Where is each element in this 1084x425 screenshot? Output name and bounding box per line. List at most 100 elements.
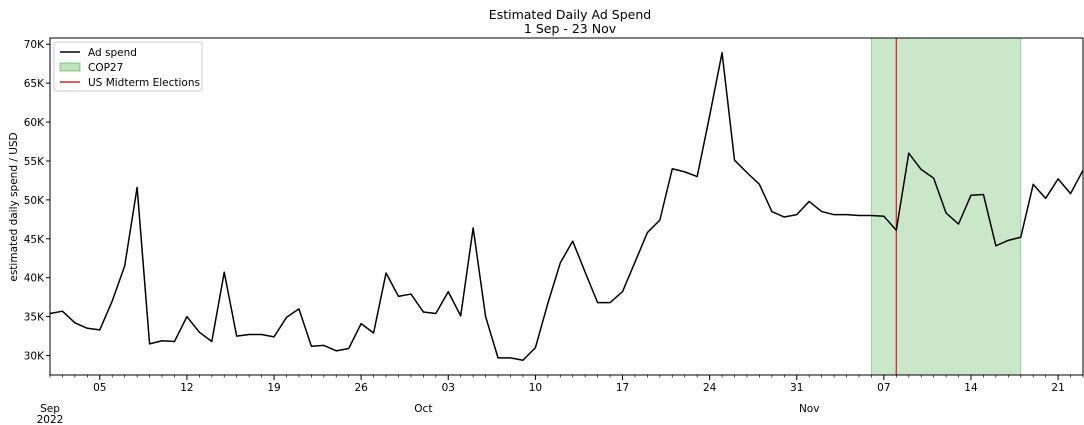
y-tick-label: 55K <box>24 156 45 168</box>
ad-spend-point <box>149 343 151 345</box>
ad-spend-point <box>62 310 64 312</box>
ad-spend-point <box>410 293 412 295</box>
x-year-label: 2022 <box>37 414 64 425</box>
ad-spend-point <box>883 215 885 217</box>
ad-spend-point <box>161 340 163 342</box>
ad-spend-point <box>995 245 997 247</box>
ad-spend-point <box>871 215 873 217</box>
ad-spend-point <box>671 168 673 170</box>
ad-spend-point <box>472 227 474 229</box>
ad-spend-point <box>485 316 487 318</box>
ad-spend-point <box>721 52 723 54</box>
ad-spend-point <box>983 194 985 196</box>
x-month-label: Nov <box>799 403 820 415</box>
x-tick-label: 07 <box>877 382 890 394</box>
x-tick-label: 14 <box>964 382 978 394</box>
ad-spend-point <box>423 311 425 313</box>
ad-spend-point <box>771 211 773 213</box>
ad-spend-series-line <box>49 52 1084 361</box>
x-tick-label: 05 <box>93 382 106 394</box>
ad-spend-point <box>958 223 960 225</box>
x-tick-label: 26 <box>354 382 368 394</box>
cop27-span <box>870 37 1022 376</box>
ad-spend-point <box>460 315 462 317</box>
plot-area: 30K 35K 40K 45K 50K 55K 60K 65K 70K 05 12 19 26 03 10 1… <box>24 37 1084 425</box>
ad-spend-point <box>298 308 300 310</box>
ad-spend-point <box>522 359 524 361</box>
ad-spend-point <box>920 169 922 171</box>
x-tick-label: 12 <box>180 382 193 394</box>
y-tick-label: 50K <box>24 195 45 207</box>
ad-spend-point <box>447 291 449 293</box>
ad-spend-point <box>896 229 898 231</box>
ad-spend-point <box>1020 236 1022 238</box>
legend-label: US Midterm Elections <box>88 77 200 89</box>
ad-spend-point <box>547 303 549 305</box>
y-tick-label: 65K <box>24 78 45 90</box>
ad-spend-point <box>273 336 275 338</box>
ad-spend-point <box>286 317 288 319</box>
axes-frame <box>49 37 1084 376</box>
x-tick-label: 31 <box>790 382 803 394</box>
x-tick-label: 24 <box>703 382 717 394</box>
ad-spend-point <box>597 302 599 304</box>
ad-spend-point <box>945 212 947 214</box>
legend-label: Ad spend <box>88 47 137 59</box>
y-tick-label: 35K <box>24 312 45 324</box>
ad-spend-point <box>833 214 835 216</box>
ad-spend-point <box>335 350 337 352</box>
ad-spend-point <box>821 211 823 213</box>
x-tick-label: 19 <box>267 382 280 394</box>
y-tick-label: 70K <box>24 39 45 51</box>
x-tick-label: 21 <box>1051 382 1064 394</box>
ad-spend-point <box>398 296 400 298</box>
ad-spend-point <box>759 184 761 186</box>
legend-label: COP27 <box>88 62 123 74</box>
ad-spend-point <box>186 316 188 318</box>
ad-spend-point <box>908 152 910 154</box>
ad-spend-point <box>572 240 574 242</box>
x-tick-label: 17 <box>616 382 629 394</box>
ad-spend-point <box>696 176 698 178</box>
ad-spend-point <box>933 177 935 179</box>
ad-spend-point <box>634 261 636 263</box>
ad-spend-point <box>808 201 810 203</box>
ad-spend-point <box>684 171 686 173</box>
ad-spend-point <box>559 262 561 264</box>
ad-spend-point <box>858 215 860 217</box>
ad-spend-point <box>211 341 213 343</box>
ad-spend-point <box>99 329 101 331</box>
ad-spend-point <box>111 300 113 302</box>
ad-spend-point <box>796 214 798 216</box>
legend-swatch-cop27 <box>59 62 81 72</box>
ad-spend-point <box>970 194 972 196</box>
ad-spend-point <box>385 272 387 274</box>
ad-spend-point <box>236 335 238 337</box>
y-tick-label: 30K <box>24 351 45 363</box>
ad-spend-point <box>1045 198 1047 200</box>
y-tick-label: 60K <box>24 117 45 129</box>
ad-spend-point <box>311 345 313 347</box>
ad-spend-point <box>734 159 736 161</box>
ad-spend-point <box>746 172 748 174</box>
ad-spend-point <box>497 357 499 359</box>
ad-spend-point <box>1057 178 1059 180</box>
ad-spend-point <box>1032 184 1034 186</box>
ad-spend-point <box>1070 193 1072 195</box>
x-month-label: Oct <box>414 403 432 415</box>
ad-spend-point <box>373 332 375 334</box>
legend-frame <box>53 41 203 92</box>
ad-spend-point <box>136 187 138 189</box>
ad-spend-point <box>261 334 263 336</box>
ad-spend-point <box>223 271 225 273</box>
ad-spend-point <box>323 345 325 347</box>
y-tick-label: 45K <box>24 234 45 246</box>
ad-spend-point <box>647 232 649 234</box>
ad-spend-point <box>124 265 126 267</box>
y-axis-label: estimated daily spend / USD <box>8 132 20 281</box>
y-tick-label: 40K <box>24 273 45 285</box>
ad-spend-point <box>510 357 512 359</box>
ad-spend-point <box>659 219 661 221</box>
ad-spend-point <box>174 341 176 343</box>
